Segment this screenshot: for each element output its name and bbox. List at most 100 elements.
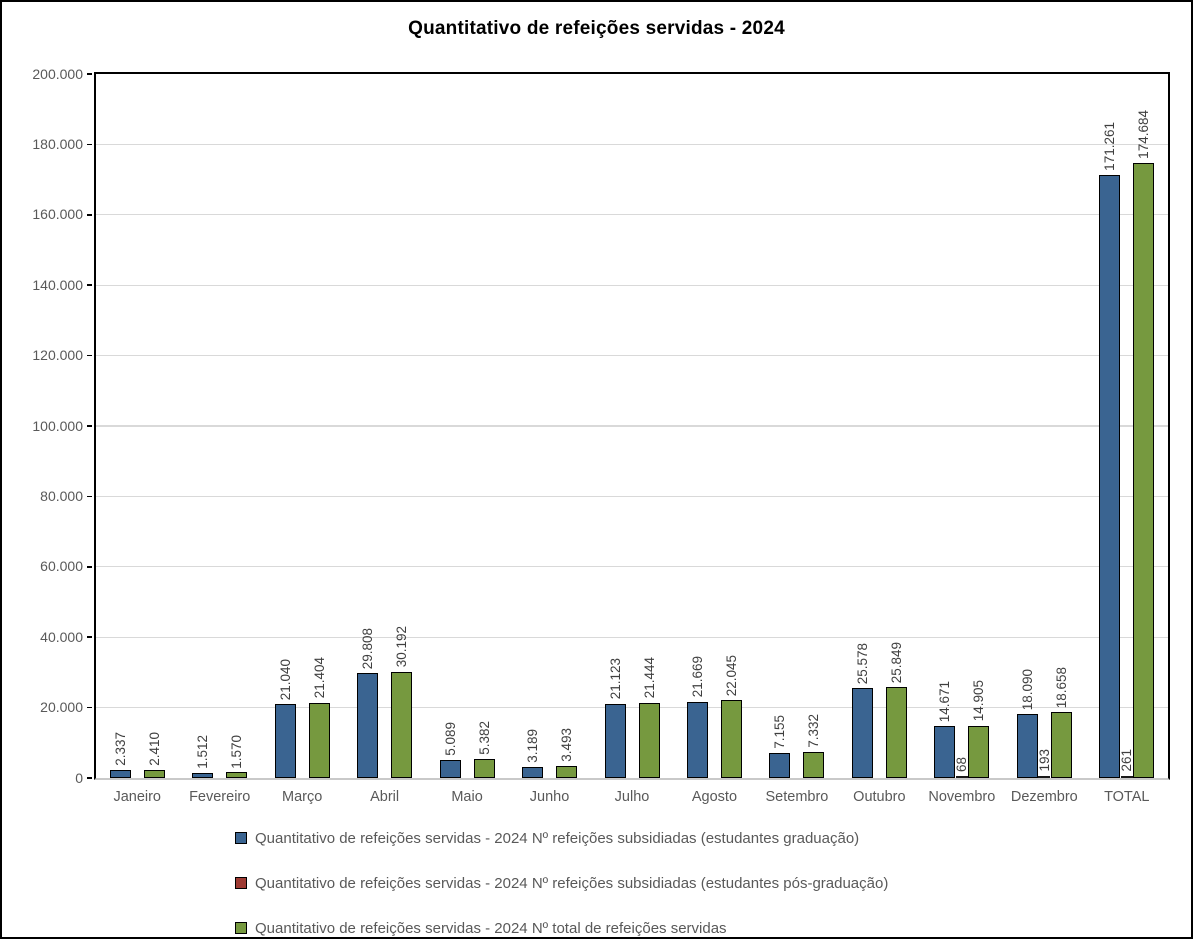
data-label: 5.382 (476, 721, 493, 755)
y-axis-tick-label: 0 (2, 770, 89, 786)
x-axis-label: Abril (343, 789, 427, 805)
bar-total (803, 752, 824, 778)
bar-total (1051, 712, 1072, 778)
gridline (96, 425, 1168, 426)
bar-graduacao (275, 704, 296, 778)
bar-graduacao (1017, 714, 1038, 778)
bar-graduacao (440, 760, 461, 778)
x-axis-label: Junho (508, 789, 592, 805)
bar-total (639, 703, 660, 778)
data-label: 25.849 (888, 642, 905, 683)
data-label: 3.493 (558, 728, 575, 762)
bar-total (391, 672, 412, 778)
data-label: 22.045 (723, 655, 740, 696)
gridline (96, 144, 1168, 145)
plot-area: 2.337 2.410 1.512 1.570 21.040 21.404 29.808 30… (94, 72, 1170, 780)
x-axis-label: Março (260, 789, 344, 805)
legend-item: Quantitativo de refeições servidas - 202… (235, 874, 888, 892)
bar-pos_graduacao (1038, 776, 1050, 778)
bar-total (556, 766, 577, 778)
bar-total (1133, 163, 1154, 778)
y-axis-tick-label: 160.000 (2, 206, 89, 222)
data-label: 29.808 (359, 628, 376, 669)
data-label: 21.404 (311, 657, 328, 698)
data-label: 2.337 (112, 732, 129, 766)
legend-label: Quantitativo de refeições servidas - 202… (255, 830, 859, 847)
bar-total (721, 700, 742, 778)
y-axis-tick-label: 120.000 (2, 347, 89, 363)
y-axis-tick-label: 200.000 (2, 66, 89, 82)
gridline (96, 496, 1168, 497)
legend: Quantitativo de refeições servidas - 202… (235, 829, 888, 939)
legend-item: Quantitativo de refeições servidas - 202… (235, 919, 888, 937)
y-axis-tick-label: 40.000 (2, 629, 89, 645)
legend-label: Quantitativo de refeições servidas - 202… (255, 920, 727, 937)
y-axis-tick-label: 80.000 (2, 488, 89, 504)
x-axis-label: Setembro (755, 789, 839, 805)
x-axis-label: Fevereiro (178, 789, 262, 805)
data-label: 21.444 (641, 657, 658, 698)
gridline (96, 355, 1168, 356)
data-label: 21.040 (277, 659, 294, 700)
legend-swatch-icon (235, 832, 247, 844)
data-label: 14.671 (936, 681, 953, 722)
gridline (96, 637, 1168, 638)
data-label: 18.090 (1019, 669, 1036, 710)
x-axis-label: Agosto (672, 789, 756, 805)
data-label: 2.410 (146, 732, 163, 766)
bar-graduacao (605, 704, 626, 778)
data-label: 7.332 (805, 714, 822, 748)
y-axis-tick-label: 180.000 (2, 136, 89, 152)
bar-graduacao (357, 673, 378, 778)
bar-total (886, 687, 907, 778)
data-label: 1.512 (194, 735, 211, 769)
gridline (96, 285, 1168, 286)
x-axis-label: Dezembro (1002, 789, 1086, 805)
legend-swatch-icon (235, 922, 247, 934)
x-axis-label: TOTAL (1085, 789, 1169, 805)
gridline (96, 566, 1168, 567)
x-axis-label: Janeiro (95, 789, 179, 805)
bar-graduacao (110, 770, 131, 778)
data-label: 14.905 (970, 680, 987, 721)
data-label: 7.155 (771, 715, 788, 749)
y-axis-tick-label: 20.000 (2, 699, 89, 715)
gridline (96, 214, 1168, 215)
data-label: 1.570 (228, 735, 245, 769)
legend-label: Quantitativo de refeições servidas - 202… (255, 875, 888, 892)
legend-swatch-icon (235, 877, 247, 889)
data-label: 171.261 (1101, 122, 1118, 171)
bar-pos_graduacao (1121, 776, 1133, 778)
x-axis-label: Maio (425, 789, 509, 805)
bar-total (309, 703, 330, 778)
bar-graduacao (522, 767, 543, 778)
bar-graduacao (769, 753, 790, 778)
y-axis-tick-label: 60.000 (2, 558, 89, 574)
bar-graduacao (1099, 175, 1120, 778)
data-label: 21.123 (607, 658, 624, 699)
chart-title: Quantitativo de refeições servidas - 202… (2, 18, 1191, 40)
y-axis-tick-label: 100.000 (2, 418, 89, 434)
bar-total (144, 770, 165, 778)
chart-window: Quantitativo de refeições servidas - 202… (0, 0, 1193, 939)
data-label: 3.189 (524, 729, 541, 763)
x-axis-label: Julho (590, 789, 674, 805)
data-label: 174.684 (1135, 110, 1152, 159)
data-label: 5.089 (442, 722, 459, 756)
y-axis-tick-label: 140.000 (2, 277, 89, 293)
data-label: 21.669 (689, 656, 706, 697)
bar-graduacao (852, 688, 873, 778)
legend-item: Quantitativo de refeições servidas - 202… (235, 829, 888, 847)
data-label: 30.192 (393, 626, 410, 667)
bar-total (968, 726, 989, 778)
gridline (96, 707, 1168, 708)
data-label: 25.578 (854, 643, 871, 684)
bar-pos_graduacao (956, 776, 968, 778)
bar-graduacao (687, 702, 708, 778)
x-axis-label: Outubro (837, 789, 921, 805)
bar-total (474, 759, 495, 778)
bar-graduacao (192, 773, 213, 778)
x-axis-label: Novembro (920, 789, 1004, 805)
bar-total (226, 772, 247, 778)
data-label: 18.658 (1053, 667, 1070, 708)
